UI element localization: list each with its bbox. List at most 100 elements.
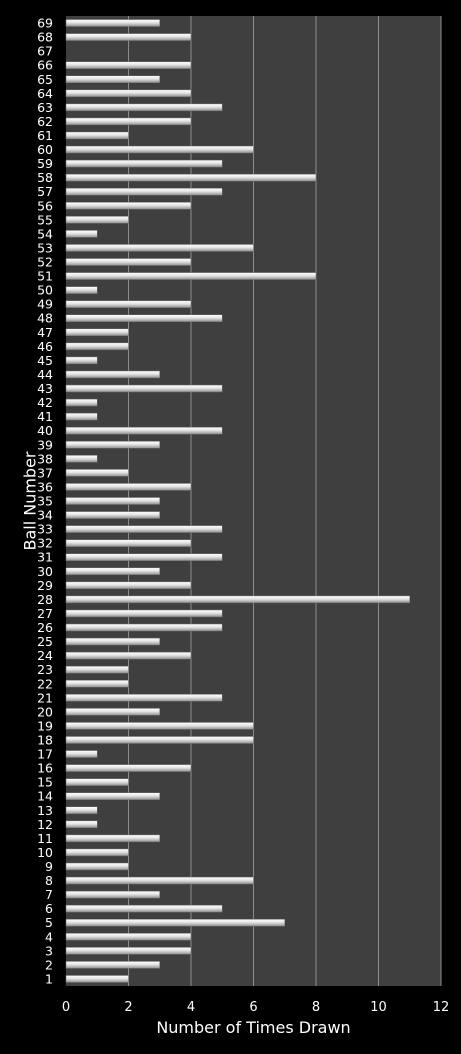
y-tick-label: 18 bbox=[37, 732, 53, 747]
bar bbox=[65, 483, 192, 491]
bar bbox=[65, 469, 129, 477]
y-tick-label: 7 bbox=[45, 887, 53, 902]
y-tick-label: 24 bbox=[37, 648, 53, 663]
y-tick-label: 35 bbox=[37, 494, 53, 509]
bar bbox=[65, 398, 98, 407]
y-tick-label: 17 bbox=[37, 747, 53, 762]
bar bbox=[65, 511, 160, 519]
y-tick-label: 27 bbox=[37, 606, 53, 621]
bar bbox=[65, 173, 317, 182]
y-tick-label: 53 bbox=[37, 240, 53, 255]
bar bbox=[65, 694, 223, 702]
bar bbox=[65, 187, 223, 196]
bar bbox=[65, 680, 129, 688]
bar bbox=[65, 525, 223, 533]
y-axis-tick-labels: 1234567891011121314151617181920212223242… bbox=[37, 16, 53, 987]
bar bbox=[65, 918, 285, 927]
bar bbox=[65, 286, 98, 294]
bar bbox=[65, 272, 317, 280]
bar bbox=[65, 131, 129, 140]
bar bbox=[65, 862, 129, 871]
y-tick-label: 50 bbox=[37, 283, 53, 298]
bar bbox=[65, 961, 160, 969]
y-tick-label: 47 bbox=[37, 325, 53, 340]
bar bbox=[65, 455, 98, 463]
bar bbox=[65, 933, 192, 941]
bar bbox=[65, 834, 160, 843]
y-tick-label: 69 bbox=[37, 16, 53, 31]
bar bbox=[65, 876, 254, 885]
y-tick-label: 65 bbox=[37, 72, 53, 87]
y-tick-label: 32 bbox=[37, 536, 53, 551]
x-tick-label: 12 bbox=[433, 1000, 450, 1015]
bar bbox=[65, 890, 160, 899]
y-tick-label: 15 bbox=[37, 775, 53, 790]
x-tick-label: 4 bbox=[187, 1000, 195, 1015]
y-tick-label: 44 bbox=[37, 367, 53, 382]
bar bbox=[65, 904, 223, 913]
bar bbox=[65, 75, 160, 84]
y-tick-label: 43 bbox=[37, 381, 53, 396]
bar bbox=[65, 651, 192, 660]
y-tick-label: 67 bbox=[37, 44, 53, 59]
bar bbox=[65, 764, 192, 772]
y-tick-label: 41 bbox=[37, 409, 53, 424]
y-tick-label: 1 bbox=[45, 971, 53, 986]
y-tick-label: 42 bbox=[37, 395, 53, 410]
bar bbox=[65, 947, 192, 955]
y-tick-label: 64 bbox=[37, 86, 53, 101]
y-tick-label: 55 bbox=[37, 212, 53, 227]
y-tick-label: 48 bbox=[37, 311, 53, 326]
y-tick-label: 3 bbox=[45, 943, 53, 958]
bar bbox=[65, 539, 192, 547]
y-tick-label: 28 bbox=[37, 592, 53, 607]
y-tick-label: 58 bbox=[37, 170, 53, 185]
bar bbox=[65, 820, 98, 829]
bar bbox=[65, 750, 98, 758]
y-tick-label: 16 bbox=[37, 761, 53, 776]
bar bbox=[65, 117, 192, 126]
y-tick-label: 36 bbox=[37, 479, 53, 494]
y-tick-label: 22 bbox=[37, 676, 53, 691]
y-tick-label: 21 bbox=[37, 690, 53, 705]
bar bbox=[65, 722, 254, 730]
bar bbox=[65, 356, 98, 365]
y-tick-label: 29 bbox=[37, 578, 53, 593]
y-tick-label: 8 bbox=[45, 873, 53, 888]
y-tick-label: 34 bbox=[37, 508, 53, 523]
bar bbox=[65, 623, 223, 632]
y-tick-label: 12 bbox=[37, 817, 53, 832]
bar bbox=[65, 370, 160, 379]
y-tick-label: 38 bbox=[37, 451, 53, 466]
y-tick-label: 57 bbox=[37, 184, 53, 199]
y-tick-label: 60 bbox=[37, 142, 53, 157]
y-tick-label: 63 bbox=[37, 100, 53, 115]
y-tick-label: 10 bbox=[37, 845, 53, 860]
y-tick-label: 62 bbox=[37, 114, 53, 129]
y-tick-label: 46 bbox=[37, 339, 53, 354]
y-tick-label: 30 bbox=[37, 564, 53, 579]
y-axis-title: Ball Number bbox=[21, 451, 40, 550]
bar bbox=[65, 581, 192, 590]
y-tick-label: 68 bbox=[37, 30, 53, 45]
bar bbox=[65, 426, 223, 435]
bar bbox=[65, 33, 192, 41]
bar bbox=[65, 328, 129, 337]
x-tick-label: 8 bbox=[312, 1000, 320, 1015]
y-tick-label: 13 bbox=[37, 803, 53, 818]
bar bbox=[65, 300, 192, 308]
y-tick-label: 33 bbox=[37, 522, 53, 537]
x-axis-tick-labels: 0 2 4 6 8 10 12 bbox=[62, 1000, 449, 1015]
x-tick-label: 0 bbox=[62, 1000, 70, 1015]
bar bbox=[65, 202, 192, 210]
y-tick-label: 4 bbox=[45, 929, 53, 944]
bar bbox=[65, 103, 223, 112]
bar bbox=[65, 708, 160, 716]
bar bbox=[65, 975, 129, 983]
bar bbox=[65, 258, 192, 266]
y-tick-label: 14 bbox=[37, 789, 53, 804]
bar bbox=[65, 19, 160, 27]
y-tick-label: 61 bbox=[37, 128, 53, 143]
y-tick-label: 66 bbox=[37, 58, 53, 73]
